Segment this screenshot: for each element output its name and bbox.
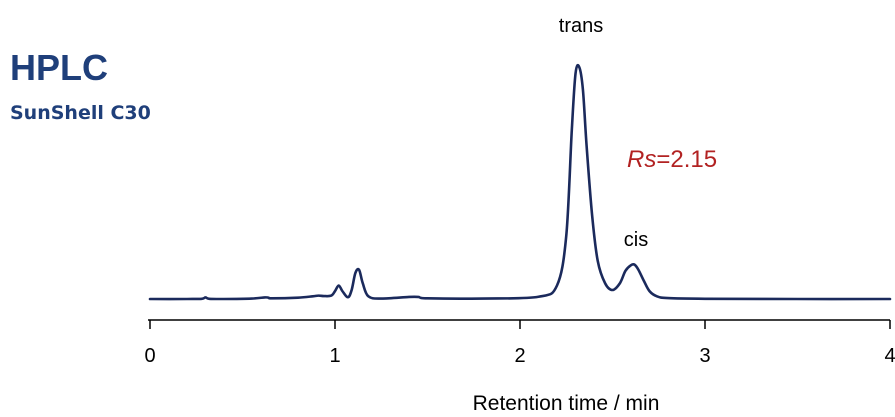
- resolution-value: =2.15: [656, 146, 717, 173]
- resolution-symbol: Rs: [627, 146, 656, 173]
- peak-label-trans: trans: [559, 15, 603, 37]
- peak-label-cis: cis: [624, 229, 648, 251]
- x-axis: 0 1 2 3 4: [144, 319, 895, 367]
- x-tick-label: 0: [144, 345, 155, 367]
- resolution-label: Rs=2.15: [627, 146, 717, 173]
- x-tick-label: 4: [884, 345, 895, 367]
- x-axis-label: Retention time / min: [473, 392, 660, 415]
- x-tick-label: 1: [329, 345, 340, 367]
- x-tick-label: 2: [514, 345, 525, 367]
- column-subtitle: SunShell C30: [10, 102, 151, 124]
- chromatogram-trace: [148, 63, 892, 301]
- hplc-title: HPLC: [10, 47, 108, 88]
- x-tick-label: 3: [699, 345, 710, 367]
